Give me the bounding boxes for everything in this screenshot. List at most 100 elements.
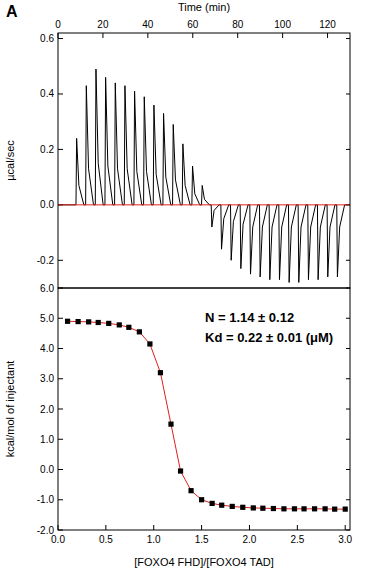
chart: 0.00.51.01.52.02.53.0-2.0-1.00.01.02.03.…: [4, 283, 353, 569]
x-tick-label: 1.0: [147, 534, 161, 545]
data-point: [158, 370, 163, 375]
y-tick: [58, 499, 63, 500]
y-tick: [58, 439, 63, 440]
x-tick: [105, 525, 106, 530]
data-point: [188, 488, 193, 493]
y-tick-label: 0.6: [40, 33, 54, 44]
x-tick: [327, 33, 328, 38]
plot-frame: [58, 33, 350, 288]
x-tick-label: 0: [55, 19, 61, 30]
chart: 0 20 40 60 80 100 120 -0.2 0.0 0.2 0.4 0.6 Time (min…: [4, 1, 350, 288]
data-point: [343, 507, 348, 512]
x-tick: [153, 525, 154, 530]
y-tick: [346, 260, 350, 261]
data-point: [251, 505, 256, 510]
x-tick-label: 1.5: [195, 534, 209, 545]
x-tick-label: 2.5: [290, 534, 304, 545]
data-point: [96, 320, 101, 325]
x-tick-label: 40: [142, 19, 154, 30]
y-tick: [346, 318, 350, 319]
y-axis-label: µcal/sec: [4, 140, 16, 181]
y-tick-label: -1.0: [37, 494, 55, 505]
y-tick-label: 0.0: [40, 464, 54, 475]
data-point: [210, 501, 215, 506]
data-point: [65, 319, 70, 324]
x-tick: [201, 525, 202, 530]
data-point: [168, 422, 173, 427]
x-tick: [345, 525, 346, 530]
y-tick: [346, 499, 350, 500]
y-tick: [346, 93, 350, 94]
plot-frame: [58, 288, 350, 530]
x-tick: [297, 525, 298, 530]
x-tick-label: 0.0: [51, 534, 65, 545]
data-point: [147, 341, 152, 346]
data-point: [137, 329, 142, 334]
y-tick-label: 0.2: [40, 144, 54, 155]
data-point: [86, 319, 91, 324]
annotation: Kd = 0.22 ± 0.01 (μM): [205, 330, 333, 345]
y-tick: [346, 378, 350, 379]
x-tick-label: 3.0: [338, 534, 352, 545]
series-line: [58, 204, 350, 205]
data-point: [219, 503, 224, 508]
y-tick: [346, 38, 350, 39]
x-tick: [102, 33, 103, 38]
data-point: [117, 322, 122, 327]
y-tick: [346, 149, 350, 150]
x-axis-label: [FOXO4 FHD]/[FOXO4 TAD]: [134, 556, 274, 568]
x-tick: [147, 33, 148, 38]
x-tick-label: 0.5: [99, 534, 113, 545]
y-tick: [58, 469, 63, 470]
annotation: N = 1.14 ± 0.12: [205, 310, 294, 325]
data-point: [126, 325, 131, 330]
y-tick: [58, 260, 63, 261]
x-axis-label: Time (min): [178, 1, 230, 13]
y-tick: [58, 149, 63, 150]
x-tick-label: 2.0: [243, 534, 257, 545]
x-tick-label: 60: [187, 19, 199, 30]
plot-area: [65, 319, 348, 512]
y-tick: [346, 469, 350, 470]
data-point: [178, 468, 183, 473]
y-tick-label: 2.0: [40, 404, 54, 415]
x-tick: [237, 33, 238, 38]
data-point: [312, 506, 317, 511]
y-tick-label: -0.2: [37, 255, 55, 266]
data-point: [301, 506, 306, 511]
y-tick: [58, 93, 63, 94]
x-tick: [249, 525, 250, 530]
y-tick: [346, 439, 350, 440]
y-axis-label: kcal/mol of injectant: [4, 361, 16, 458]
data-point: [240, 505, 245, 510]
y-tick: [58, 348, 63, 349]
y-tick: [58, 378, 63, 379]
y-tick-label: 0.4: [40, 88, 54, 99]
x-tick: [282, 33, 283, 38]
y-tick-label: 0.0: [40, 199, 54, 210]
data-point: [230, 504, 235, 509]
x-tick-label: 80: [232, 19, 244, 30]
data-point: [76, 319, 81, 324]
x-tick-label: 100: [274, 19, 291, 30]
y-tick: [346, 409, 350, 410]
y-tick-label: -2.0: [37, 525, 55, 536]
y-tick: [58, 38, 63, 39]
x-tick-label: 20: [97, 19, 109, 30]
y-tick: [346, 348, 350, 349]
data-point: [323, 506, 328, 511]
y-tick: [58, 409, 63, 410]
data-point: [292, 506, 297, 511]
y-tick-label: 4.0: [40, 343, 54, 354]
data-point: [281, 506, 286, 511]
y-tick: [58, 318, 63, 319]
x-tick: [192, 33, 193, 38]
y-tick-label: 5.0: [40, 313, 54, 324]
data-point: [106, 321, 111, 326]
y-tick-label: 1.0: [40, 434, 54, 445]
figure: A020406080100120-0.20.00.20.40.6Time (mi…: [0, 0, 373, 575]
data-point: [271, 506, 276, 511]
plot-area: [58, 69, 350, 282]
x-tick-label: 120: [319, 19, 336, 30]
series-line: [68, 321, 346, 509]
